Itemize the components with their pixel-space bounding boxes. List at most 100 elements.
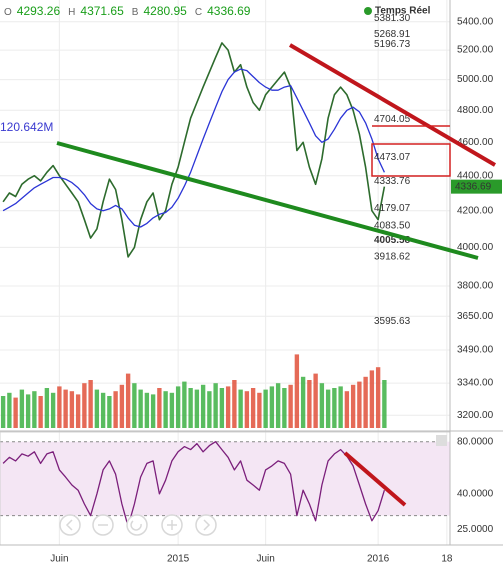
volume-bar [244, 391, 250, 428]
y-tick-label: 4600.00 [457, 137, 494, 148]
price-level: 3595.63 [374, 316, 411, 327]
y-tick-label: 4000.00 [457, 242, 494, 253]
price-level: 5196.73 [374, 39, 411, 50]
rsi-tick-label: 25.0000 [457, 524, 494, 535]
price-level: 5381.30 [374, 13, 411, 24]
volume-bar [107, 396, 112, 428]
y-tick-label: 4200.00 [457, 205, 494, 216]
volume-bar [300, 376, 306, 428]
volume-bar [313, 373, 318, 428]
volume-bar [369, 370, 375, 428]
volume-bar [213, 383, 218, 428]
volume-bar [344, 391, 350, 428]
zoom-controls [59, 514, 217, 536]
ohlc-value: 4293.26 [17, 4, 61, 18]
volume-bar [13, 397, 18, 428]
volume-bar [57, 386, 62, 428]
volume-bar [219, 388, 225, 428]
x-tick-label: 2016 [367, 554, 390, 565]
y-tick-label: 3800.00 [457, 281, 494, 292]
status: Temps Réel [375, 6, 431, 17]
volume-bar [132, 383, 137, 428]
volume-bar [157, 388, 162, 428]
rsi-trend-line [343, 451, 407, 507]
volume-bar [275, 383, 281, 428]
panel-button[interactable] [436, 435, 447, 446]
volume-bar [182, 381, 187, 428]
volume-bar [150, 394, 156, 428]
price-level: 4083.50 [374, 221, 411, 232]
volume-label: 120.642M [0, 120, 53, 134]
reset[interactable] [126, 514, 148, 536]
ohlc-key: O [4, 7, 12, 18]
price-level: 4179.07 [374, 203, 411, 214]
volume-bar [32, 391, 37, 428]
volume-bar [188, 388, 193, 428]
x-tick-label: Juin [50, 554, 68, 565]
volume-bar [288, 384, 293, 428]
ohlc-value: 4280.95 [143, 4, 187, 18]
y-tick-label: 5200.00 [457, 45, 494, 56]
volume-bar [169, 392, 175, 428]
rsi-line [2, 441, 386, 528]
volume-bar [200, 384, 206, 428]
volume-bar [357, 381, 362, 428]
volume-bar [144, 392, 150, 428]
volume-bar [363, 376, 368, 428]
scroll-right[interactable] [195, 514, 217, 536]
y-tick-label: 3490.00 [457, 345, 494, 356]
ohlc-key: B [132, 7, 139, 18]
trend-line-resistance [288, 43, 497, 167]
volume-bar [207, 391, 212, 428]
price-level: 4005.58 [374, 235, 411, 246]
volume-bar [69, 391, 75, 428]
zoom-icons [65, 519, 211, 531]
volume-bar [38, 396, 43, 428]
x-tick-label: 18 [441, 554, 453, 565]
volume-bar [44, 388, 50, 428]
volume-bar [19, 389, 25, 428]
y-tick-label: 3650.00 [457, 311, 494, 322]
volume-bar [375, 367, 381, 428]
volume-bar [100, 392, 106, 428]
volume-bar [257, 392, 262, 428]
x-tick-label: 2015 [167, 554, 190, 565]
volume-bar [382, 380, 387, 428]
volume-bar [88, 380, 93, 428]
volume-bar [175, 386, 181, 428]
volume-bar [113, 391, 118, 428]
y-tick-label: 5000.00 [457, 74, 494, 85]
volume-bar [282, 388, 287, 428]
price-level: 5268.91 [374, 29, 411, 40]
price-level: 4333.76 [374, 176, 411, 187]
y-tick-label: 4800.00 [457, 105, 494, 116]
status-dot [364, 7, 372, 15]
volume-bar [138, 389, 143, 428]
y-tick-label: 3340.00 [457, 378, 494, 389]
x-tick-label: Juin [256, 554, 274, 565]
rsi-tick-label: 80.0000 [457, 436, 494, 447]
volume-bar [338, 386, 343, 428]
price-line [2, 42, 386, 258]
volume-bar [325, 389, 331, 428]
ohlc-value: 4336.69 [207, 4, 251, 18]
volume-bar [225, 386, 231, 428]
volume-bar [163, 391, 168, 428]
scroll-left[interactable] [59, 514, 81, 536]
volume-bar [7, 392, 12, 428]
volume-bar [238, 389, 243, 428]
zone-box [371, 143, 451, 177]
y-tick-label: 3200.00 [457, 410, 494, 421]
last-price-tag [451, 179, 502, 194]
ohlc-value: 4371.65 [80, 4, 124, 18]
volume-bar [119, 384, 125, 428]
volume-bar [232, 380, 237, 428]
ohlc-key: H [68, 7, 75, 18]
volume-bar [269, 386, 275, 428]
volume-bar [332, 388, 337, 428]
volume-bar [125, 373, 131, 428]
y-tick-label: 4400.00 [457, 170, 494, 181]
volume-bar [250, 388, 256, 428]
price-level: 4704.05 [374, 114, 411, 125]
